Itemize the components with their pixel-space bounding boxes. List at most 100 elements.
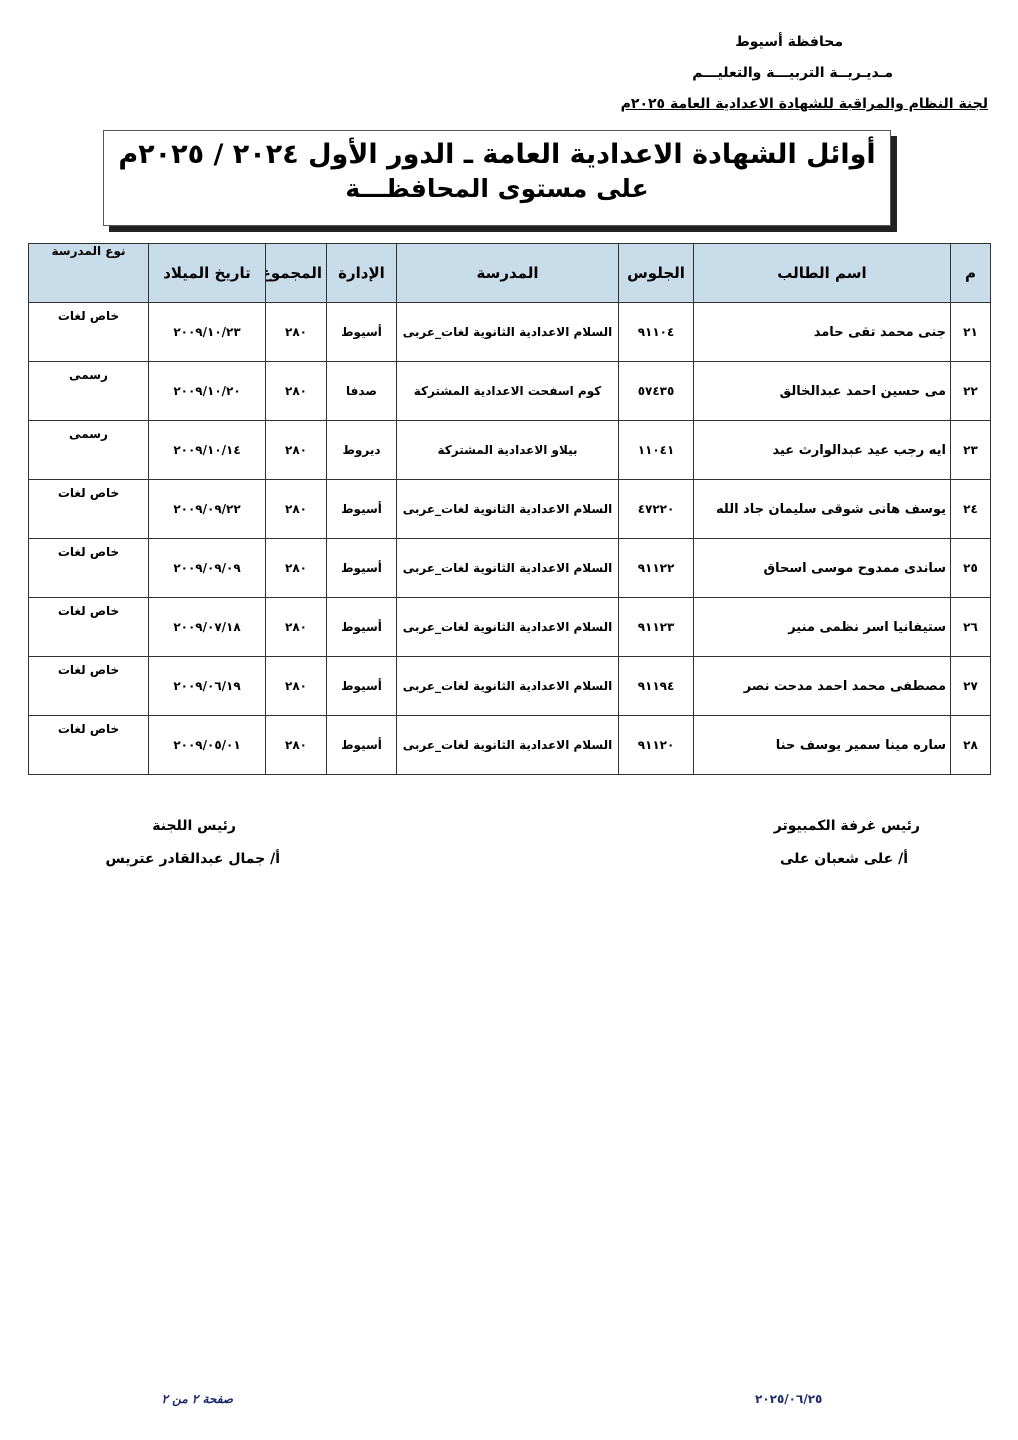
table-cell: ٢٦: [950, 597, 991, 657]
column-header: اسم الطالب: [693, 243, 951, 303]
column-header: تاريخ الميلاد: [148, 243, 266, 303]
table-cell: ٩١١٠٤: [618, 302, 694, 362]
table-cell: ٩١١٢٣: [618, 597, 694, 657]
table-cell: أسيوط: [326, 479, 397, 539]
table-cell: ٢٠٠٩/١٠/٢٣: [148, 302, 266, 362]
column-header: م: [950, 243, 991, 303]
table-cell: مى حسين احمد عبدالخالق: [693, 361, 951, 421]
table-cell: ساره مينا سمير يوسف حنا: [693, 715, 951, 775]
table-cell: ٢٨٠: [265, 715, 327, 775]
table-cell: خاص لغات: [28, 538, 149, 598]
table-cell: ٢٤: [950, 479, 991, 539]
table-cell: السلام الاعدادية الثانوية لغات_عربى: [396, 479, 619, 539]
column-header: نوع المدرسة: [28, 243, 149, 303]
cell-text: ٢٠٠٩/١٠/٢٣: [173, 325, 241, 339]
table-cell: كوم اسفحت الاعدادية المشتركة: [396, 361, 619, 421]
table-cell: ٢٠٠٩/٠٩/٢٢: [148, 479, 266, 539]
cell-text: ٢٠٠٩/٠٩/٠٩: [173, 561, 241, 575]
table-cell: ٩١١٩٤: [618, 656, 694, 716]
table-cell: ٢٨٠: [265, 361, 327, 421]
table-cell: أسيوط: [326, 715, 397, 775]
table-cell: خاص لغات: [28, 597, 149, 657]
table-cell: يوسف هانى شوقى سليمان جاد الله: [693, 479, 951, 539]
table-cell: رسمى: [28, 420, 149, 480]
header-row: م اسم الطالب الجلوس المدرسة الإدارة المجموع تا…: [28, 243, 991, 303]
column-header: المجموع: [265, 243, 327, 303]
signature-name: أ/ جمال عبدالقادر عتريس: [105, 851, 280, 867]
table-cell: خاص لغات: [28, 302, 149, 362]
table-cell: صدفا: [326, 361, 397, 421]
table-cell: السلام الاعدادية الثانوية لغات_عربى: [396, 538, 619, 598]
governorate: محافظة أسيوط: [735, 34, 843, 50]
table-row: ٢٧ مصطفى محمد احمد مدحت نصر ٩١١٩٤ السلام ال…: [28, 656, 991, 716]
cell-text: ٢٠٠٩/١٠/١٤: [173, 443, 241, 457]
table-row: ٢٢ مى حسين احمد عبدالخالق ٥٧٤٣٥ كوم اسفحت ا…: [28, 361, 991, 421]
table-cell: ٢٨٠: [265, 538, 327, 598]
table-cell: أسيوط: [326, 656, 397, 716]
table-cell: ٢٨٠: [265, 656, 327, 716]
table-cell: مصطفى محمد احمد مدحت نصر: [693, 656, 951, 716]
title-box: أوائل الشهادة الاعدادية العامة ـ الدور ا…: [103, 130, 891, 226]
table-cell: ديروط: [326, 420, 397, 480]
table-cell: ٢٠٠٩/١٠/٢٠: [148, 361, 266, 421]
table-row: ٢٥ ساندى ممدوح موسى اسحاق ٩١١٢٢ السلام الاع…: [28, 538, 991, 598]
table-cell: ٢٠٠٩/١٠/١٤: [148, 420, 266, 480]
results-table: م اسم الطالب الجلوس المدرسة الإدارة المجموع تا…: [28, 243, 991, 775]
table-cell: جنى محمد تقى حامد: [693, 302, 951, 362]
cell-text: ٢٠٠٩/١٠/٢٠: [173, 384, 241, 398]
table-row: ٢٣ ايه رجب عيد عبدالوارث عيد ١١٠٤١ بيلاو ال…: [28, 420, 991, 480]
column-header: المدرسة: [396, 243, 619, 303]
table-cell: ٢٨٠: [265, 597, 327, 657]
table-cell: ٢٨٠: [265, 479, 327, 539]
table-cell: ٥٧٤٣٥: [618, 361, 694, 421]
cell-text: ٢٠٠٩/٠٥/٠١: [173, 738, 241, 752]
table-cell: ٢٠٠٩/٠٦/١٩: [148, 656, 266, 716]
table-cell: ٩١١٢٠: [618, 715, 694, 775]
column-header: الجلوس: [618, 243, 694, 303]
table-cell: ٢٠٠٩/٠٥/٠١: [148, 715, 266, 775]
table-cell: ٢٢: [950, 361, 991, 421]
table-cell: ٢٥: [950, 538, 991, 598]
table-row: ٢٤ يوسف هانى شوقى سليمان جاد الله ٤٧٢٢٠ الس…: [28, 479, 991, 539]
cell-text: ٢٠٠٩/٠٦/١٩: [173, 679, 241, 693]
signature-title: رئيس غرفة الكمبيوتر: [773, 818, 920, 834]
table-cell: ستيفانيا اسر نظمى منير: [693, 597, 951, 657]
table-row: ٢١ جنى محمد تقى حامد ٩١١٠٤ السلام الاعدادية…: [28, 302, 991, 362]
table-cell: أسيوط: [326, 597, 397, 657]
table-cell: ١١٠٤١: [618, 420, 694, 480]
table-cell: أسيوط: [326, 538, 397, 598]
column-header: الإدارة: [326, 243, 397, 303]
title-line: أوائل الشهادة الاعدادية العامة ـ الدور ا…: [118, 139, 876, 170]
table-cell: ٤٧٢٢٠: [618, 479, 694, 539]
committee: لجنة النظام والمراقبة للشهادة الاعدادية …: [620, 96, 988, 112]
table-cell: خاص لغات: [28, 656, 149, 716]
table-cell: ٢٣: [950, 420, 991, 480]
table-cell: أسيوط: [326, 302, 397, 362]
title-line: على مستوى المحافظـــة: [345, 174, 649, 203]
table-body: ٢١ جنى محمد تقى حامد ٩١١٠٤ السلام الاعدادية…: [28, 302, 991, 775]
signature-name: أ/ على شعبان على: [779, 851, 908, 867]
cell-text: ٢٠٠٩/٠٧/١٨: [173, 620, 241, 634]
directorate: مـديـريــة التربيـــة والتعليـــم: [692, 65, 893, 81]
table-cell: ٢٠٠٩/٠٧/١٨: [148, 597, 266, 657]
print-date: ٢٠٢٥/٠٦/٢٥: [755, 1392, 823, 1406]
table-cell: ايه رجب عيد عبدالوارث عيد: [693, 420, 951, 480]
table-cell: رسمى: [28, 361, 149, 421]
table-cell: ٩١١٢٢: [618, 538, 694, 598]
table-cell: بيلاو الاعدادية المشتركة: [396, 420, 619, 480]
table-row: ٢٨ ساره مينا سمير يوسف حنا ٩١١٢٠ السلام الا…: [28, 715, 991, 775]
table-cell: ٢٨٠: [265, 420, 327, 480]
table-cell: ٢٧: [950, 656, 991, 716]
table-cell: ٢٨: [950, 715, 991, 775]
table-cell: خاص لغات: [28, 715, 149, 775]
table-cell: ٢٨٠: [265, 302, 327, 362]
table-cell: ٢٠٠٩/٠٩/٠٩: [148, 538, 266, 598]
table-row: ٢٦ ستيفانيا اسر نظمى منير ٩١١٢٣ السلام الاع…: [28, 597, 991, 657]
table-cell: خاص لغات: [28, 479, 149, 539]
signature-title: رئيس اللجنة: [152, 818, 236, 834]
table-cell: السلام الاعدادية الثانوية لغات_عربى: [396, 302, 619, 362]
table-cell: السلام الاعدادية الثانوية لغات_عربى: [396, 597, 619, 657]
table-cell: السلام الاعدادية الثانوية لغات_عربى: [396, 715, 619, 775]
